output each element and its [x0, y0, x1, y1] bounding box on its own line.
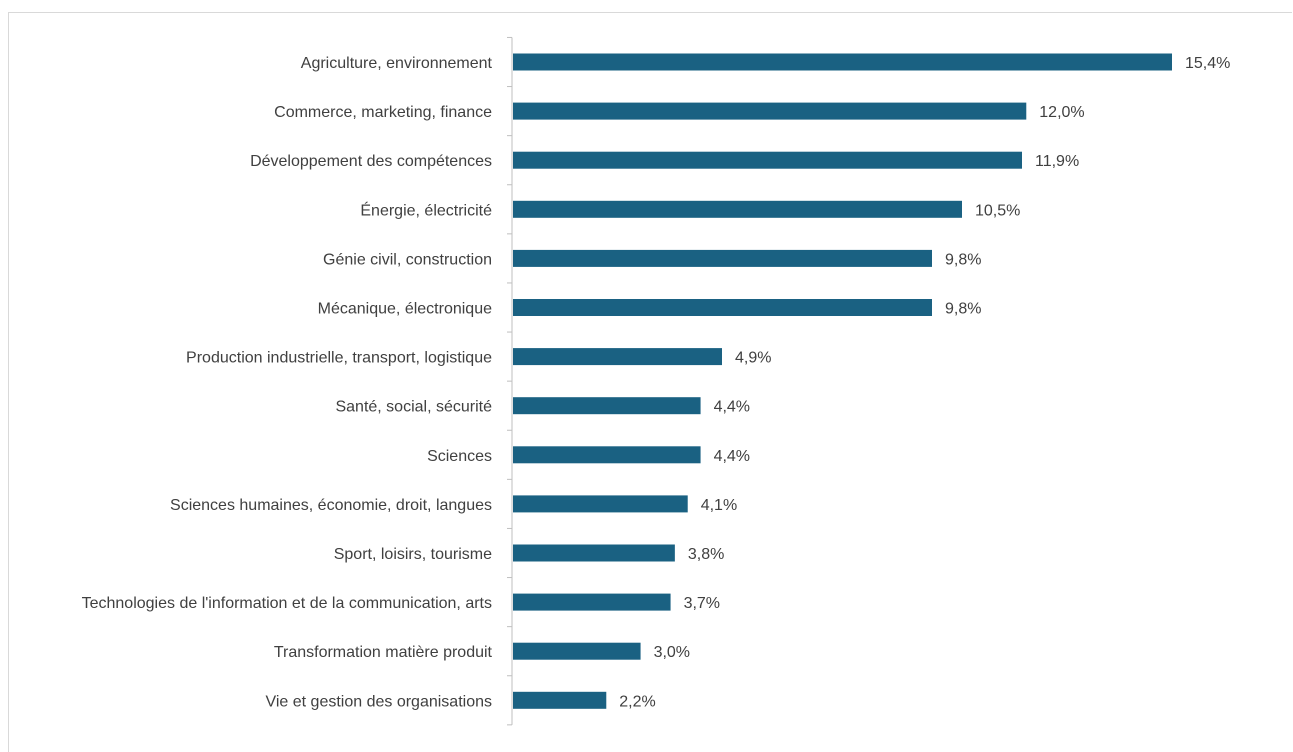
data-label: 4,4% — [714, 448, 750, 465]
data-label: 9,8% — [945, 301, 981, 318]
data-label: 4,9% — [735, 350, 771, 367]
data-label: 4,4% — [714, 399, 750, 416]
category-label: Vie et gestion des organisations — [265, 693, 492, 710]
data-label: 3,0% — [654, 644, 690, 661]
category-label: Commerce, marketing, finance — [274, 104, 492, 121]
bar — [513, 495, 688, 513]
data-label: 9,8% — [945, 251, 981, 268]
category-label: Production industrielle, transport, logi… — [186, 350, 492, 367]
data-label: 3,7% — [684, 595, 720, 612]
category-label: Génie civil, construction — [323, 251, 492, 268]
data-label: 11,9% — [1035, 153, 1079, 170]
bar — [513, 397, 701, 415]
bar — [513, 249, 932, 267]
bar — [513, 544, 675, 562]
bar — [513, 53, 1172, 71]
category-label: Agriculture, environnement — [301, 55, 493, 72]
bar — [513, 200, 962, 218]
bar — [513, 151, 1022, 169]
bar — [513, 691, 607, 709]
bar — [513, 446, 701, 464]
bar — [513, 593, 671, 611]
data-label: 15,4% — [1185, 55, 1230, 72]
category-label: Développement des compétences — [250, 153, 492, 170]
category-label: Technologies de l'information et de la c… — [82, 595, 492, 612]
labels-layer: Agriculture, environnement 15,4% Commerce,… — [82, 55, 1231, 710]
data-label: 10,5% — [975, 202, 1020, 219]
category-label: Sciences humaines, économie, droit, lang… — [170, 497, 492, 514]
bar — [513, 642, 641, 660]
data-label: 3,8% — [688, 546, 724, 563]
bars-layer — [513, 53, 1172, 709]
category-label: Sport, loisirs, tourisme — [334, 546, 492, 563]
category-label: Santé, social, sécurité — [335, 399, 492, 416]
bar — [513, 102, 1027, 120]
data-label: 12,0% — [1039, 104, 1084, 121]
category-label: Sciences — [427, 448, 492, 465]
category-label: Transformation matière produit — [274, 644, 493, 661]
category-label: Mécanique, électronique — [318, 301, 492, 318]
data-label: 4,1% — [701, 497, 737, 514]
data-label: 2,2% — [619, 693, 655, 710]
bar — [513, 348, 722, 366]
bar — [513, 299, 932, 316]
axis-layer — [507, 36, 513, 726]
chart-frame — [8, 12, 1292, 752]
category-label: Énergie, électricité — [360, 200, 492, 219]
